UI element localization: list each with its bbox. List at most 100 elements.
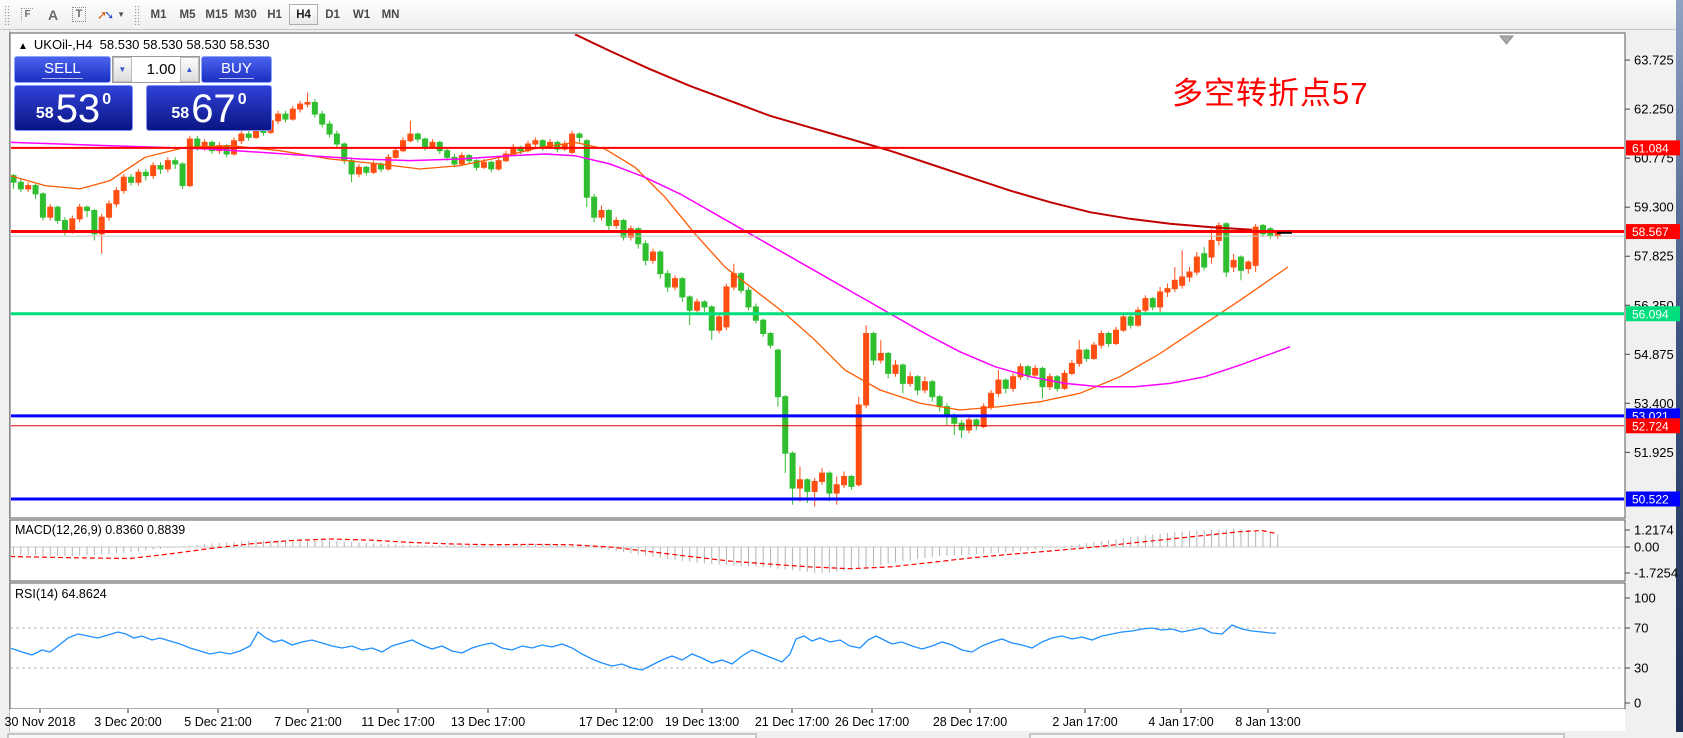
candle: [796, 479, 803, 489]
time-tick-label: 19 Dec 13:00: [665, 715, 739, 729]
chart-text-annotation[interactable]: 多空转折点57: [1172, 76, 1369, 111]
timeframe-button-m1[interactable]: M1: [150, 8, 167, 21]
candle: [1032, 367, 1039, 376]
macd-scale-label: 1.2174: [1634, 523, 1674, 538]
collapse-triangle-icon[interactable]: ▲: [18, 41, 28, 52]
price-level-badge: [1626, 140, 1680, 156]
candle: [458, 155, 465, 165]
buy-price-display[interactable]: 58 67 0: [146, 85, 272, 131]
candle: [297, 103, 304, 110]
time-tick-label: 21 Dec 17:00: [755, 715, 829, 729]
candle: [348, 160, 355, 175]
candle: [598, 210, 605, 218]
candle: [1201, 253, 1208, 268]
candle: [576, 133, 583, 138]
timeframe-button-m30[interactable]: M30: [234, 8, 257, 21]
arrows-tool-icon: ➚: [97, 7, 108, 22]
candle: [1245, 261, 1252, 270]
candle: [370, 163, 377, 173]
candle: [245, 133, 252, 138]
candle: [738, 273, 745, 291]
candle: [1157, 291, 1164, 308]
candle: [113, 190, 120, 205]
price-level-badge-label: 58.567: [1632, 225, 1669, 239]
candle: [444, 150, 451, 158]
window-right-edge: [1676, 0, 1683, 738]
macd-panel: [9, 519, 1626, 582]
candle: [914, 376, 921, 391]
timeframe-button-m15[interactable]: M15: [205, 8, 228, 21]
candle: [407, 133, 414, 142]
candle: [649, 251, 656, 261]
candle: [164, 160, 171, 170]
price-level-badge-label: 56.094: [1632, 307, 1669, 321]
buy-price-big: 67: [191, 87, 236, 131]
text-label-tool-button[interactable]: T: [67, 4, 91, 26]
candle: [664, 273, 671, 288]
fibonacci-lines-button[interactable]: F: [15, 4, 39, 26]
macd-scale-label: -1.7254: [1634, 566, 1678, 581]
candle: [326, 123, 333, 135]
time-axis-area: [10, 709, 1625, 731]
candle: [870, 333, 877, 361]
candle: [473, 160, 480, 168]
chart-symbol-title: ▲ UKOil-,H4 58.530 58.530 58.530 58.530: [18, 37, 270, 52]
sell-button[interactable]: SELL: [14, 56, 111, 83]
volume-input[interactable]: [131, 57, 180, 82]
candle: [106, 203, 113, 218]
arrows-tool-button[interactable]: ➚ ➘ ▼: [93, 4, 129, 26]
text-label-tool-icon: T: [71, 7, 87, 22]
candle: [39, 193, 46, 218]
candle: [1127, 316, 1134, 326]
price-level-badge: [1626, 306, 1680, 322]
timeframe-button-w1[interactable]: W1: [352, 8, 371, 21]
buy-button[interactable]: BUY: [200, 56, 272, 83]
candle: [172, 160, 179, 165]
candle: [605, 210, 612, 226]
candle: [355, 166, 362, 175]
candle: [76, 206, 83, 220]
macd-scale-label: 0.00: [1634, 540, 1659, 555]
rsi-panel: [9, 582, 1626, 710]
price-tick-label: 51.925: [1634, 445, 1674, 460]
time-tick-label: 26 Dec 17:00: [835, 715, 909, 729]
candle: [708, 306, 715, 331]
price-tick-label: 62.250: [1634, 102, 1674, 117]
text-tool-button[interactable]: A: [41, 4, 65, 26]
timeframe-button-m5[interactable]: M5: [179, 8, 196, 21]
volume-decrease-button[interactable]: ▼: [112, 57, 132, 82]
candle: [128, 176, 135, 183]
macd-indicator-label: MACD(12,26,9) 0.8360 0.8839: [15, 523, 186, 537]
time-tick-label: 5 Dec 21:00: [184, 715, 251, 729]
price-tick-label: 57.825: [1634, 249, 1674, 264]
timeframe-button-h1[interactable]: H1: [267, 8, 282, 21]
candle: [988, 392, 995, 408]
rsi-indicator-label: RSI(14) 64.8624: [15, 587, 107, 601]
timeframe-button-d1[interactable]: D1: [325, 8, 340, 21]
candle: [716, 316, 723, 331]
volume-increase-button[interactable]: ▲: [179, 57, 199, 82]
chart-shift-marker[interactable]: [1498, 35, 1515, 45]
sell-price-display[interactable]: 58 53 0: [14, 85, 133, 131]
timeframe-button-mn[interactable]: MN: [381, 8, 400, 21]
candle: [782, 396, 789, 454]
price-tick-label: 53.400: [1634, 396, 1674, 411]
candle: [1113, 329, 1119, 344]
candle: [282, 113, 289, 120]
volume-stepper: ▼ ▲: [111, 56, 200, 83]
candle: [745, 289, 752, 308]
candle: [723, 286, 730, 328]
timeframe-button-h4[interactable]: H4: [289, 4, 319, 25]
time-tick-label: 28 Dec 17:00: [933, 715, 1007, 729]
candle: [672, 278, 678, 288]
candle: [319, 113, 326, 125]
bottom-strip: [0, 732, 1683, 738]
candle: [157, 165, 164, 170]
price-level-badge-label: 52.724: [1632, 419, 1669, 433]
candle: [833, 484, 840, 494]
candle: [819, 472, 825, 482]
candle: [1164, 288, 1171, 293]
candle: [304, 101, 311, 105]
candle: [848, 475, 855, 487]
candle: [958, 422, 965, 431]
